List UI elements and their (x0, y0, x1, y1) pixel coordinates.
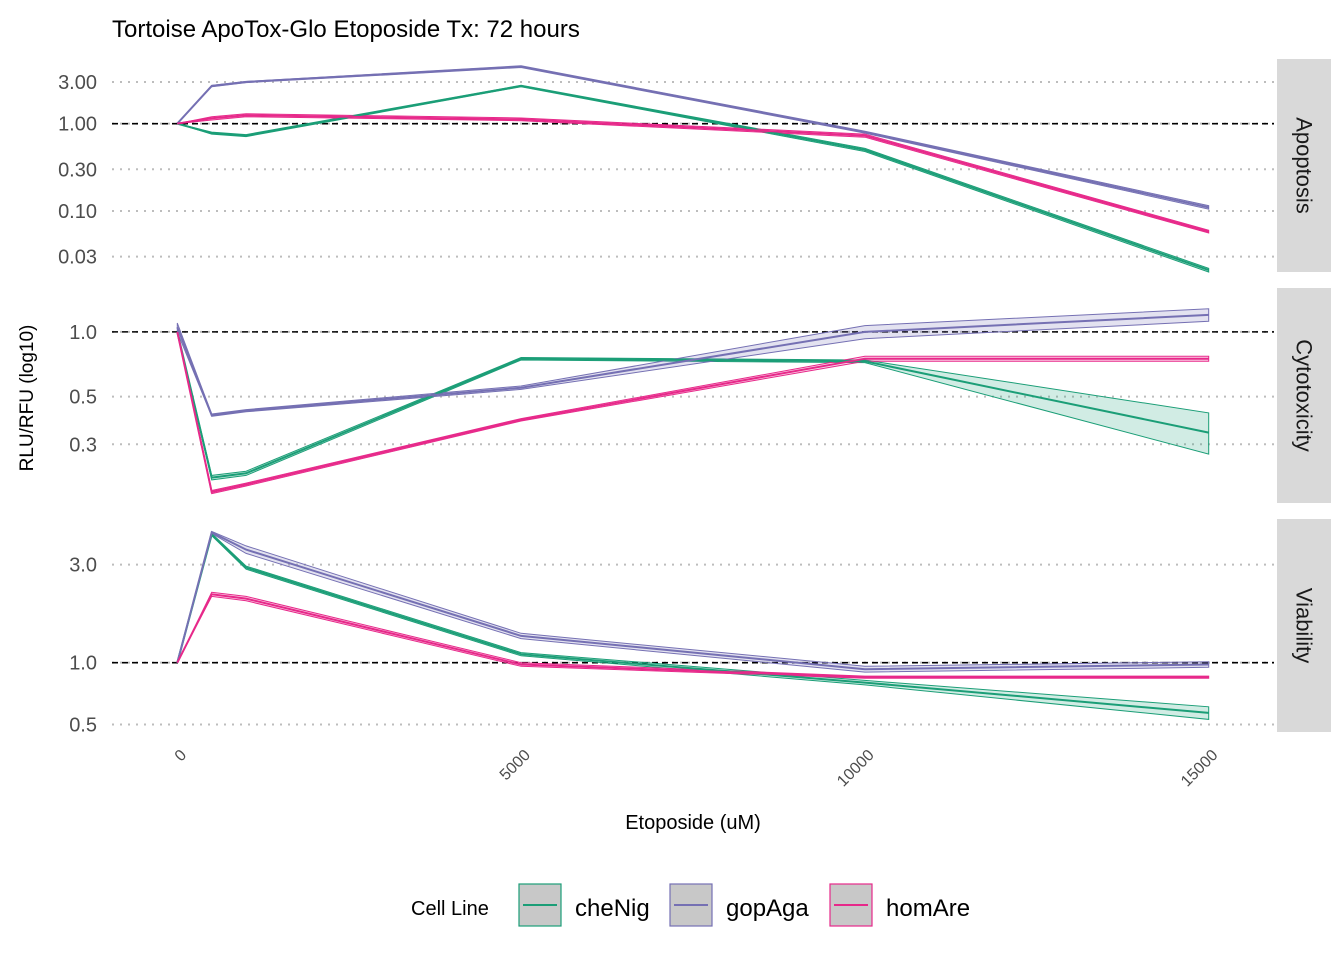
facet-strip-label: Cytotoxicity (1292, 339, 1317, 451)
legend-label: cheNig (575, 895, 650, 922)
y-tick-label: 0.10 (58, 201, 97, 223)
panel-apoptosis: 0.03 0.10 0.30 1.00 3.00 Apoptosis (58, 59, 1331, 273)
ribbon-gopaga (176, 530, 1210, 673)
series-line-homare (176, 593, 1209, 679)
x-tick-label: 5000 (497, 747, 534, 784)
series-line-chenig (177, 84, 1210, 272)
legend-label: homAre (886, 895, 970, 922)
legend-item-homare: homAre (829, 883, 970, 927)
legend: Cell Line cheNig gopAga homAre (411, 883, 970, 927)
x-axis: 0 5000 10000 15000 (172, 747, 1222, 791)
y-tick-label: 3.00 (58, 72, 97, 94)
y-tick-label: 0.03 (58, 247, 97, 269)
series-line-chenig (176, 331, 1209, 479)
ribbon-chenig (176, 532, 1210, 720)
series-line-chenig (176, 532, 1209, 714)
ribbon-chenig (177, 84, 1210, 273)
facet-strip (1277, 59, 1331, 272)
panel-cytotoxicity: 0.3 0.5 1.0 Cytotoxicity (69, 288, 1331, 503)
panel-viability: 0.5 1.0 3.0 Viability (69, 519, 1331, 737)
y-tick-label: 0.5 (69, 387, 97, 409)
panels: 0.03 0.10 0.30 1.00 3.00 Apoptosis 0.3 0.5 1.0 Cy… (58, 59, 1331, 737)
x-tick-label: 0 (172, 747, 190, 765)
y-tick-label: 0.30 (58, 159, 97, 181)
y-axis-label: RLU/RFU (log10) (17, 325, 38, 472)
series-line-homare (177, 114, 1209, 233)
legend-item-chenig: cheNig (518, 883, 650, 927)
series-line-gopaga (176, 65, 1209, 209)
x-tick-label: 10000 (834, 747, 878, 791)
y-tick-label: 1.0 (69, 322, 97, 344)
y-tick-label: 0.5 (69, 715, 97, 737)
chart-title: Tortoise ApoTox-Glo Etoposide Tx: 72 hou… (112, 16, 580, 43)
series-line-gopaga (176, 313, 1209, 417)
facet-strip (1277, 288, 1331, 503)
legend-label: gopAga (726, 895, 809, 922)
y-tick-label: 1.00 (58, 114, 97, 136)
legend-title: Cell Line (411, 898, 489, 920)
legend-item-gopaga: gopAga (669, 883, 809, 927)
facet-strip-label: Apoptosis (1292, 117, 1317, 214)
series-line-homare (176, 331, 1209, 494)
y-tick-label: 3.0 (69, 555, 97, 577)
x-tick-label: 15000 (1178, 747, 1222, 791)
ribbon-chenig (176, 331, 1210, 481)
facet-strip-label: Viability (1292, 588, 1317, 663)
y-tick-label: 0.3 (69, 434, 97, 456)
series-line-gopaga (176, 531, 1209, 671)
ribbon-gopaga (176, 308, 1210, 417)
facet-strip (1277, 519, 1331, 732)
x-axis-label: Etoposide (uM) (625, 812, 761, 834)
y-tick-label: 1.0 (69, 653, 97, 675)
